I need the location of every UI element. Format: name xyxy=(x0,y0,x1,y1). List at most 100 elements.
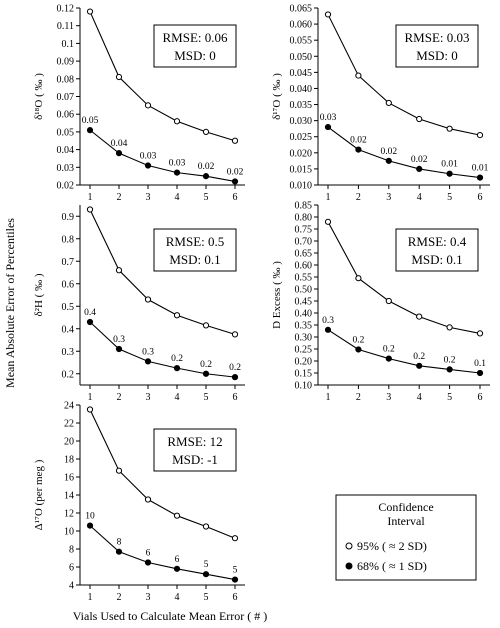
series-line-filled xyxy=(89,321,236,378)
data-point-open xyxy=(144,496,152,503)
y-tick-label: 0.75 xyxy=(295,225,313,236)
y-tick-label: 8 xyxy=(69,545,74,556)
x-tick-label: 1 xyxy=(88,592,93,603)
shared-y-axis-label: Mean Absolute Error of Percentiles xyxy=(3,218,17,388)
y-tick-label: 0.3 xyxy=(62,347,75,358)
x-tick-label: 1 xyxy=(88,392,93,403)
data-point-filled xyxy=(173,565,181,572)
y-tick-label: 0.7 xyxy=(62,257,75,268)
x-tick-label: 1 xyxy=(326,192,331,203)
y-tick-label: 0.10 xyxy=(295,381,313,392)
data-label: 0.03 xyxy=(140,152,157,162)
data-label: 0.02 xyxy=(411,155,428,165)
y-tick-label: 0.06 xyxy=(57,110,75,121)
x-tick-label: 2 xyxy=(117,192,122,203)
y-tick-label: 0.5 xyxy=(62,302,75,313)
y-tick-label: 14 xyxy=(64,491,74,502)
x-tick-label: 2 xyxy=(117,392,122,403)
data-point-filled xyxy=(144,559,152,566)
data-point-filled xyxy=(173,365,181,372)
data-point-open xyxy=(416,313,423,320)
data-point-open xyxy=(385,99,392,107)
data-label: 5 xyxy=(204,560,209,570)
x-tick-label: 5 xyxy=(447,192,452,203)
y-tick-label: 0.70 xyxy=(295,237,313,248)
legend-box xyxy=(335,494,477,581)
series-line-filled xyxy=(327,329,481,374)
x-tick-label: 2 xyxy=(356,192,361,203)
data-label: 0.05 xyxy=(82,116,99,126)
x-tick-label: 1 xyxy=(326,392,331,403)
y-tick-label: 0.05 xyxy=(57,127,75,138)
data-point-filled xyxy=(202,173,210,180)
data-point-filled xyxy=(446,170,453,177)
data-point-open xyxy=(385,297,392,305)
data-point-open xyxy=(173,118,181,125)
data-point-filled xyxy=(355,346,362,353)
x-tick-label: 4 xyxy=(175,392,180,403)
x-tick-label: 4 xyxy=(417,392,422,403)
data-point-open xyxy=(446,324,453,331)
data-point-open xyxy=(416,115,423,123)
data-point-open xyxy=(231,331,239,338)
x-tick-label: 4 xyxy=(417,192,422,203)
data-label: 0.04 xyxy=(111,139,128,149)
stats-box xyxy=(395,24,479,68)
y-tick-label: 0.045 xyxy=(290,68,313,79)
data-label: 0.3 xyxy=(142,347,154,357)
y-tick-label: 0.6 xyxy=(62,279,75,290)
y-tick-label: 0.030 xyxy=(290,116,313,127)
shared-x-axis-label: Vials Used to Calculate Mean Error ( # ) xyxy=(73,609,268,623)
series-line-filled xyxy=(89,129,236,183)
y-tick-label: 6 xyxy=(69,563,74,574)
y-tick-label: 0.12 xyxy=(57,4,75,15)
x-tick-label: 3 xyxy=(386,192,391,203)
data-label: 0.2 xyxy=(352,335,364,345)
x-tick-label: 3 xyxy=(146,592,151,603)
data-label: 0.2 xyxy=(171,354,183,364)
legend-title-line2: Interval xyxy=(387,514,425,528)
panels: 0.020.030.040.050.060.070.080.090.10.110… xyxy=(33,4,490,603)
x-tick-label: 3 xyxy=(146,192,151,203)
data-point-open xyxy=(202,322,210,329)
panel-y-axis-label: Δ¹⁷O (per meg ) xyxy=(33,459,45,530)
y-tick-label: 0.04 xyxy=(57,145,75,156)
msd-label: MSD: 0 xyxy=(174,48,216,63)
data-point-open xyxy=(115,73,123,81)
data-label: 0.2 xyxy=(413,352,425,362)
rmse-label: RMSE: 0.03 xyxy=(404,30,469,45)
data-point-open xyxy=(476,132,484,139)
x-tick-label: 5 xyxy=(204,592,209,603)
data-point-open xyxy=(324,218,332,225)
y-tick-label: 0.60 xyxy=(295,261,313,272)
data-label: 0.3 xyxy=(322,316,334,326)
rmse-label: RMSE: 0.4 xyxy=(408,234,467,249)
data-point-filled xyxy=(115,345,123,353)
chart-panel-2: 0.0100.0150.0200.0250.0300.0350.0400.045… xyxy=(271,4,490,203)
y-tick-label: 12 xyxy=(64,509,74,520)
panel-y-axis-label: δ¹⁸O ( ‰ ) xyxy=(33,73,45,120)
panel-y-axis-label: δ¹⁷O ( ‰ ) xyxy=(271,73,283,120)
series-line-open xyxy=(89,11,236,142)
y-tick-label: 0.30 xyxy=(295,333,313,344)
y-tick-label: 10 xyxy=(64,527,74,538)
data-point-filled xyxy=(115,548,123,555)
y-tick-label: 0.8 xyxy=(62,234,75,245)
y-tick-label: 0.010 xyxy=(290,181,313,192)
series-line-filled xyxy=(89,525,236,581)
data-point-filled xyxy=(231,178,239,185)
data-point-open xyxy=(144,296,152,303)
y-tick-label: 0.065 xyxy=(290,4,313,15)
series-line-open xyxy=(89,409,236,539)
y-tick-label: 0.015 xyxy=(290,164,313,175)
data-label: 6 xyxy=(146,549,151,559)
rmse-label: RMSE: 12 xyxy=(167,434,222,449)
y-tick-label: 4 xyxy=(69,581,74,592)
stats-box xyxy=(153,228,237,272)
legend-marker-68 xyxy=(345,562,353,570)
data-point-open xyxy=(173,512,181,519)
y-tick-label: 0.50 xyxy=(295,285,313,296)
x-tick-label: 5 xyxy=(204,392,209,403)
y-tick-label: 0.07 xyxy=(57,92,75,103)
y-tick-label: 0.09 xyxy=(57,57,75,68)
